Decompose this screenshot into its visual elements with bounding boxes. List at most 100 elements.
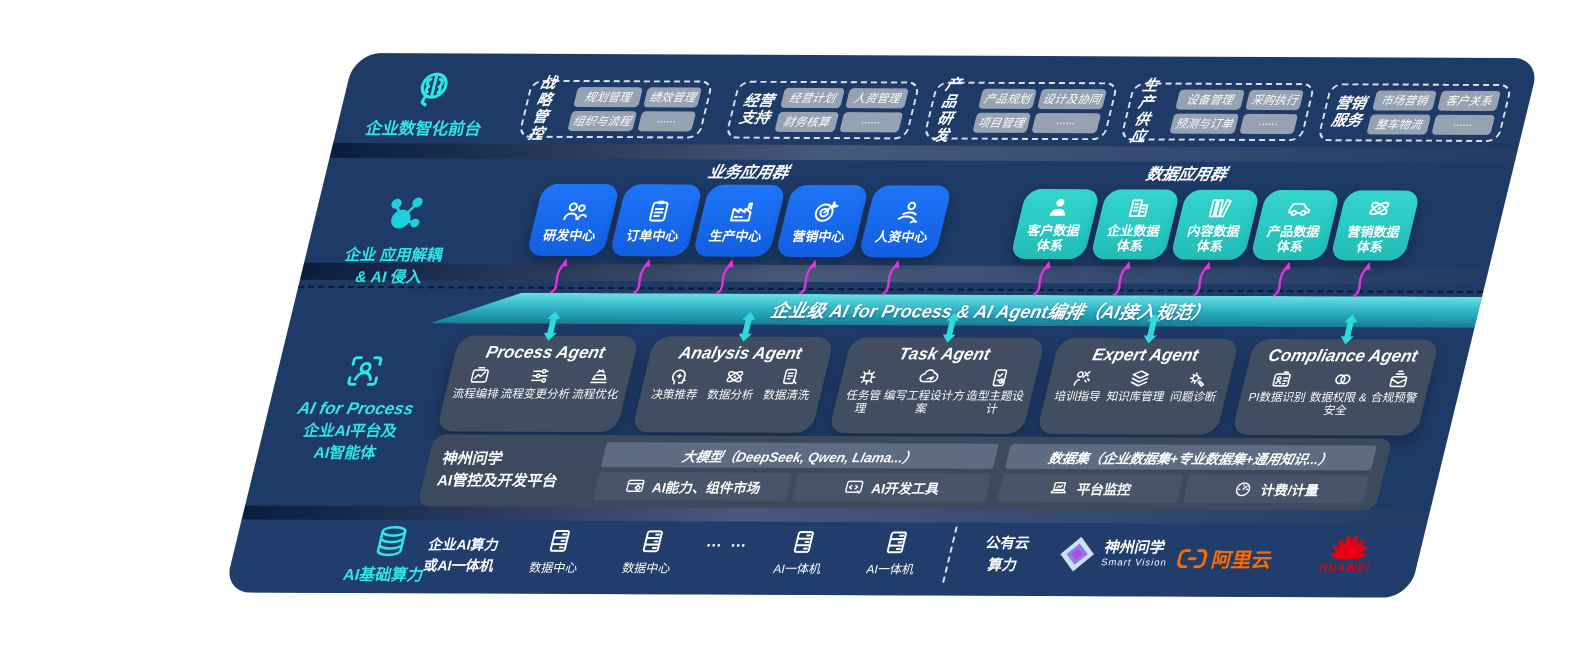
capability-pill: 设备管理 [1174,89,1245,110]
ai-appliance-node: AI一体机 [856,528,932,577]
car-icon [1288,202,1311,217]
server-rack-icon [793,531,814,553]
model-bar: 大模型（DeepSeek, Qwen, Llama...） [600,442,999,469]
flow-arrow [1112,260,1131,297]
decouple-label: 企业 应用解耦 & AI 侵入 [304,193,491,289]
ellipsis-nodes: … … [704,533,752,551]
capability-pill: 经营计划 [780,87,845,109]
flow-arrow [798,259,817,296]
flow-arrow [1272,261,1291,298]
scan-person-icon [347,356,383,386]
huawei-petal-icon [1330,535,1368,560]
platform-panel: 神州问学 AI管控及开发平台 大模型（DeepSeek, Qwen, Llama… [417,434,1393,511]
flow-arrow [715,259,734,295]
tile-order-center: 订单中心 [608,184,704,257]
capability-pill: 市场营销 [1372,90,1437,111]
flow-arrow [549,258,568,294]
server-rack-icon [886,531,907,554]
tile-rd-center: 研发中心 [525,183,621,257]
capability-pill: 客户关系 [1436,90,1501,111]
flow-chart-icon [470,366,490,383]
tile-marketing-data: 营销数据 体系 [1329,190,1421,261]
database-icon [376,525,407,557]
capability-pill: ...... [1239,113,1299,135]
double-arrow [1143,313,1161,344]
ai-label-en: AI for Process [295,398,416,419]
ai-label-cn: 企业AI平台及 AI智能体 [301,422,399,463]
platform-monitor-button: 平台监控 [996,473,1184,503]
chip-grid-icon [860,369,876,385]
capability-pill: ...... [838,112,904,133]
model-group: 大模型（DeepSeek, Qwen, Llama...） AI能力、组件市场 … [592,442,999,502]
datacenter-node: 数据中心 [519,527,595,576]
front-group-supply: 生产 供应 设备管理 采购执行 预测与订单 ...... [1119,77,1316,146]
smart-vision-diamond-icon [1060,536,1094,572]
factory-icon [729,202,753,221]
agent-card-analysis: Analysis Agent 决策推荐 数据分析 数据清洗 [631,336,835,433]
doc-clean-icon [782,368,798,385]
capability-pill: 项目管理 [971,112,1031,133]
laptop-monitor-icon [1050,481,1067,494]
clipboard-icon [648,200,669,222]
capability-pill: ...... [1430,114,1496,135]
layers-icon [1130,370,1149,387]
capability-pill: 整车物流 [1366,114,1431,135]
tile-customer-data: 客户数据 体系 [1009,188,1101,260]
ai-dev-tools-button: AI开发工具 [791,472,992,502]
flow-arrow [1032,260,1051,297]
ai-appliance-node: AI一体机 [763,528,839,577]
server-rack-icon [549,529,570,552]
group-title: 产品 研发 [931,76,964,145]
tile-content-data: 内容数据 体系 [1169,189,1261,260]
head-idea-icon [671,369,686,385]
agent-card-compliance: Compliance Agent PI数据识别 数据权限 & 安全 合规预警 [1231,338,1440,436]
capability-pill: 财务核算 [774,111,839,133]
capability-pill: ...... [637,111,697,132]
data-group-title: 数据应用群 [1144,166,1229,184]
tile-product-data: 产品数据 体系 [1249,189,1341,261]
cloud-edit-icon [919,369,939,383]
capability-pill: ...... [1030,112,1102,134]
architecture-canvas: 企业数智化前台 战略 管控 规划管理 绩效管理 组织与流程 ...... 经营 … [223,53,1540,598]
window-gear-icon [625,479,644,492]
flow-arrow [1192,261,1211,297]
aliyun-bracket-icon [1177,548,1208,568]
group-title: 营销 服务 [1329,95,1368,130]
target-icon [814,200,839,222]
id-card-icon [1272,371,1291,387]
datacenter-node: 数据中心 [612,527,688,576]
tile-marketing-center: 营销中心 [774,184,870,258]
trainer-icon [1073,371,1091,386]
books-icon [1208,199,1232,218]
capability-pill: 组织与流程 [566,110,638,132]
agent-card-task: Task Agent 任务管理 编写工程设计方案 造型主题设计 [828,337,1046,434]
group-title: 生产 供应 [1128,76,1161,146]
decouple-title: 企业 应用解耦 & AI 侵入 [343,246,445,286]
agent-card-process: Process Agent 流程编排 流程变更分析 流程优化 [436,335,640,433]
code-window-icon [844,480,864,494]
tile-enterprise-data: 企业数据 体系 [1089,189,1181,260]
gauge-icon [1236,482,1251,497]
capability-pill: 采购执行 [1245,89,1304,111]
atom-icon [726,370,744,383]
platform-label: 神州问学 AI管控及开发平台 [435,450,560,490]
capability-pill: 产品规划 [977,88,1037,109]
atom-icon [1369,201,1390,216]
sliders-icon [531,368,549,383]
double-arrow [1340,314,1358,345]
huawei-logo: HUAWEI [1308,529,1391,574]
capability-pill: 预测与订单 [1168,113,1240,134]
capability-pill: 规划管理 [572,86,643,108]
capability-pill: 人资管理 [844,88,909,109]
billing-metering-button: 计费/计量 [1182,474,1370,504]
public-cloud-label: 公有云 算力 [983,535,1032,575]
tile-hr-center: 人资中心 [857,185,953,258]
agent-card-expert: Expert Agent 培训指导 知识库管理 问题诊断 [1036,338,1240,435]
double-arrow [942,312,960,343]
band-divider [942,526,958,583]
double-arrow [543,310,561,341]
business-group-title: 业务应用群 [706,164,791,182]
enterprise-compute-title: 企业AI算力 或AI一体机 [421,536,501,574]
alert-mail-icon [1389,370,1408,388]
ai-capability-market-button: AI能力、组件市场 [592,472,793,501]
